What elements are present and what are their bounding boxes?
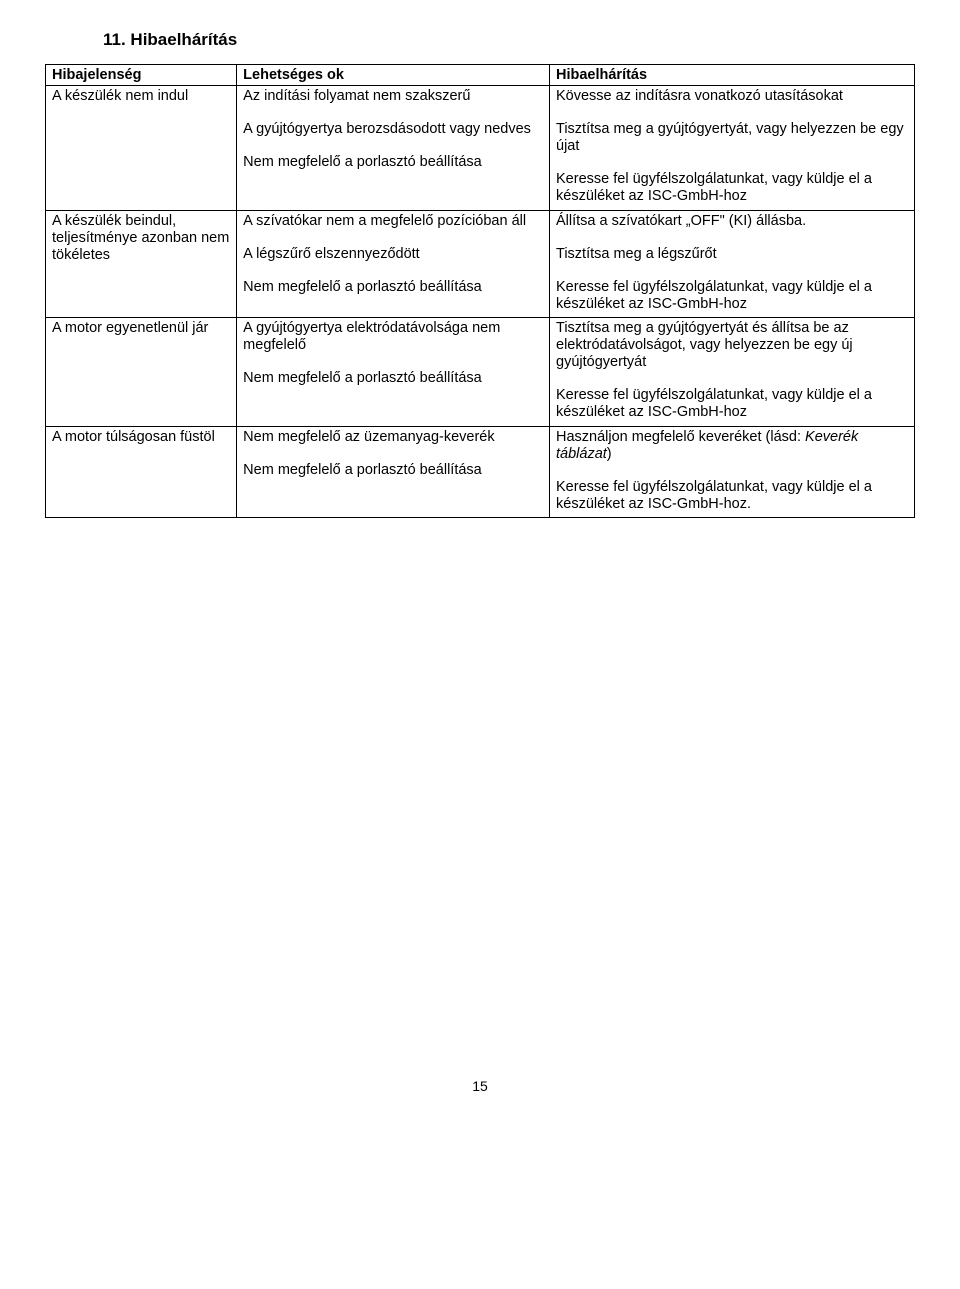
italic-text: Keverék táblázat	[556, 429, 858, 462]
symptom-text: A motor túlságosan füstöl	[52, 429, 230, 446]
cause-text: Nem megfelelő az üzemanyag-keverék	[243, 429, 543, 446]
fix-text: Keresse fel ügyfélszolgálatunkat, vagy k…	[556, 279, 908, 313]
cause-text: A gyújtógyertya elektródatávolsága nem m…	[243, 320, 543, 354]
section-title: 11. Hibaelhárítás	[103, 30, 915, 50]
cause-text: A szívatókar nem a megfelelő pozícióban …	[243, 213, 543, 230]
table-row: A motor túlságosan füstöl Nem megfelelő a…	[46, 426, 915, 517]
table-row: A motor egyenetlenül jár A gyújtógyertya …	[46, 317, 915, 426]
cause-text: Nem megfelelő a porlasztó beállítása	[243, 462, 543, 479]
fix-text: Keresse fel ügyfélszolgálatunkat, vagy k…	[556, 387, 908, 421]
cause-text: Az indítási folyamat nem szakszerű	[243, 88, 543, 105]
symptom-text: A készülék nem indul	[52, 88, 230, 105]
fix-text: Kövesse az indításra vonatkozó utasításo…	[556, 88, 908, 105]
table-row: A készülék beindul, teljesítménye azonba…	[46, 210, 915, 317]
cause-text: Nem megfelelő a porlasztó beállítása	[243, 154, 543, 171]
fix-text: Állítsa a szívatókart „OFF" (KI) állásba…	[556, 213, 908, 230]
table-header-fix: Hibaelhárítás	[550, 65, 915, 86]
cause-text: A gyújtógyertya berozsdásodott vagy nedv…	[243, 121, 543, 138]
page-number: 15	[45, 1078, 915, 1114]
cause-text: Nem megfelelő a porlasztó beállítása	[243, 279, 543, 296]
cause-text: A légszűrő elszennyeződött	[243, 246, 543, 263]
fix-text: Keresse fel ügyfélszolgálatunkat, vagy k…	[556, 171, 908, 205]
table-header-symptom: Hibajelenség	[46, 65, 237, 86]
fix-text: Tisztítsa meg a gyújtógyertyát és állíts…	[556, 320, 908, 371]
troubleshooting-table: Hibajelenség Lehetséges ok Hibaelhárítás…	[45, 64, 915, 518]
symptom-text: A motor egyenetlenül jár	[52, 320, 230, 337]
table-row: A készülék nem indul Az indítási folyamat…	[46, 86, 915, 211]
fix-text: Tisztítsa meg a gyújtógyertyát, vagy hel…	[556, 121, 908, 155]
fix-text: Keresse fel ügyfélszolgálatunkat, vagy k…	[556, 479, 908, 513]
table-header-cause: Lehetséges ok	[237, 65, 550, 86]
cause-text: Nem megfelelő a porlasztó beállítása	[243, 370, 543, 387]
symptom-text: A készülék beindul, teljesítménye azonba…	[52, 213, 230, 264]
fix-text: Használjon megfelelő keveréket (lásd: Ke…	[556, 429, 908, 463]
fix-text: Tisztítsa meg a légszűrőt	[556, 246, 908, 263]
